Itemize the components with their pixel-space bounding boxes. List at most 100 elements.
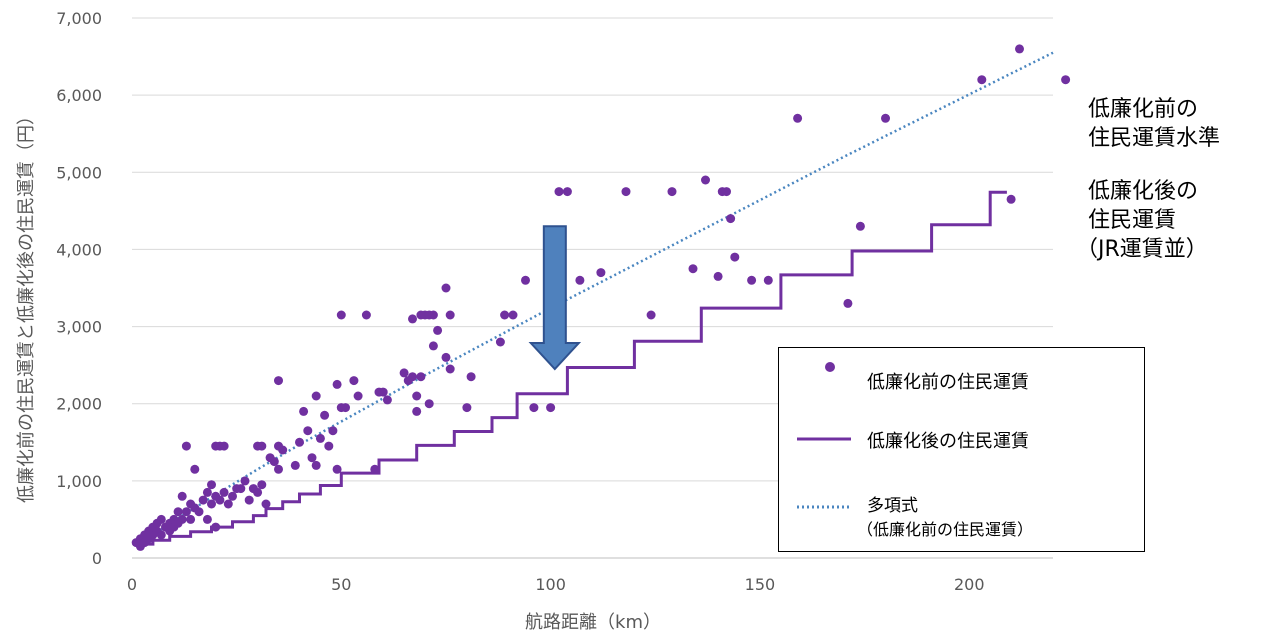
data-point: [190, 464, 200, 474]
y-tick-label: 4,000: [56, 240, 102, 259]
data-point: [508, 310, 518, 320]
x-tick-label: 200: [954, 575, 985, 594]
data-point: [529, 403, 539, 413]
x-axis-title: 航路距離（km）: [525, 612, 661, 633]
data-point: [646, 310, 656, 320]
data-point: [202, 514, 212, 524]
y-tick-label: 3,000: [56, 318, 102, 337]
legend: 低廉化前の住民運賃 低廉化後の住民運賃 多項式 （低廉化前の住民運賃）: [778, 347, 1145, 552]
data-point: [546, 403, 556, 413]
after-level-line-3: （JR運賃並）: [1076, 237, 1208, 262]
data-point: [207, 499, 216, 509]
data-point: [198, 495, 208, 505]
data-point: [399, 368, 409, 378]
legend-scatter-marker: [825, 362, 835, 372]
data-point: [466, 372, 476, 382]
data-point: [194, 507, 204, 517]
data-point: [428, 310, 438, 320]
data-point: [177, 491, 187, 501]
data-point: [408, 314, 417, 324]
data-point: [500, 310, 510, 320]
down-arrow: [528, 225, 582, 371]
data-point: [244, 495, 254, 505]
data-point: [495, 337, 505, 347]
data-point: [332, 379, 342, 389]
data-point: [228, 491, 237, 501]
data-point: [336, 310, 346, 320]
data-point: [278, 445, 288, 455]
y-tick-label: 0: [92, 549, 102, 568]
scatter-series: [131, 44, 1071, 551]
y-axis-title: 低廉化前の住民運賃と低廉化後の住民運賃（円）: [16, 107, 37, 503]
data-point: [713, 271, 723, 281]
y-tick-label: 6,000: [56, 86, 102, 105]
before-level-label: 低廉化前の 住民運賃水準: [1088, 95, 1220, 153]
data-point: [730, 252, 740, 262]
data-point: [424, 399, 434, 409]
data-point: [236, 484, 246, 494]
data-point: [855, 221, 865, 231]
data-point: [462, 403, 472, 413]
data-point: [240, 476, 250, 486]
data-point: [361, 310, 371, 320]
data-point: [186, 514, 196, 524]
before-level-line-2: 住民運賃水準: [1088, 126, 1221, 151]
data-point: [977, 75, 987, 85]
y-tick-label: 2,000: [56, 395, 102, 414]
legend-step-label: 低廉化後の住民運賃: [867, 431, 1029, 452]
data-point: [219, 441, 229, 451]
data-point: [290, 460, 300, 470]
legend-symbols: [797, 362, 851, 509]
data-point: [726, 214, 736, 224]
data-point: [353, 391, 363, 401]
data-point: [1006, 194, 1016, 204]
data-point: [554, 187, 564, 197]
data-point: [562, 187, 572, 197]
data-point: [307, 453, 317, 463]
data-point: [257, 441, 267, 451]
data-point: [382, 395, 392, 405]
data-point: [156, 514, 166, 524]
data-point: [701, 175, 710, 185]
data-point: [621, 187, 631, 197]
data-point: [177, 514, 187, 524]
data-point: [207, 480, 216, 490]
gridlines: [132, 17, 1053, 559]
y-tick-label: 7,000: [56, 9, 102, 28]
data-point: [441, 352, 451, 362]
data-point: [416, 372, 426, 382]
data-point: [299, 406, 309, 416]
data-point: [332, 464, 342, 474]
data-point: [223, 499, 233, 509]
before-level-line-1: 低廉化前の: [1088, 97, 1199, 122]
data-point: [320, 410, 330, 420]
data-point: [667, 187, 677, 197]
data-point: [688, 264, 698, 274]
data-point: [1015, 44, 1024, 54]
down-arrow-shape: [528, 225, 582, 371]
data-point: [202, 487, 212, 497]
data-point: [253, 487, 263, 497]
after-level-line-1: 低廉化後の: [1088, 179, 1199, 204]
data-point: [311, 460, 321, 470]
data-point: [295, 437, 304, 447]
data-point: [274, 464, 283, 474]
data-point: [311, 391, 321, 401]
data-point: [156, 530, 166, 540]
data-point: [521, 275, 530, 285]
y-tick-label: 1,000: [56, 472, 102, 491]
data-point: [324, 441, 334, 451]
data-point: [747, 275, 757, 285]
legend-trend-sublabel: （低廉化前の住民運賃）: [857, 520, 1034, 539]
x-tick-label: 50: [331, 575, 351, 594]
data-point: [763, 275, 773, 285]
data-point: [349, 376, 359, 386]
data-point: [274, 376, 283, 386]
data-point: [173, 507, 183, 517]
x-tick-label: 0: [127, 575, 137, 594]
data-point: [261, 499, 271, 509]
data-point: [441, 283, 451, 293]
data-point: [215, 495, 225, 505]
data-point: [433, 325, 443, 335]
